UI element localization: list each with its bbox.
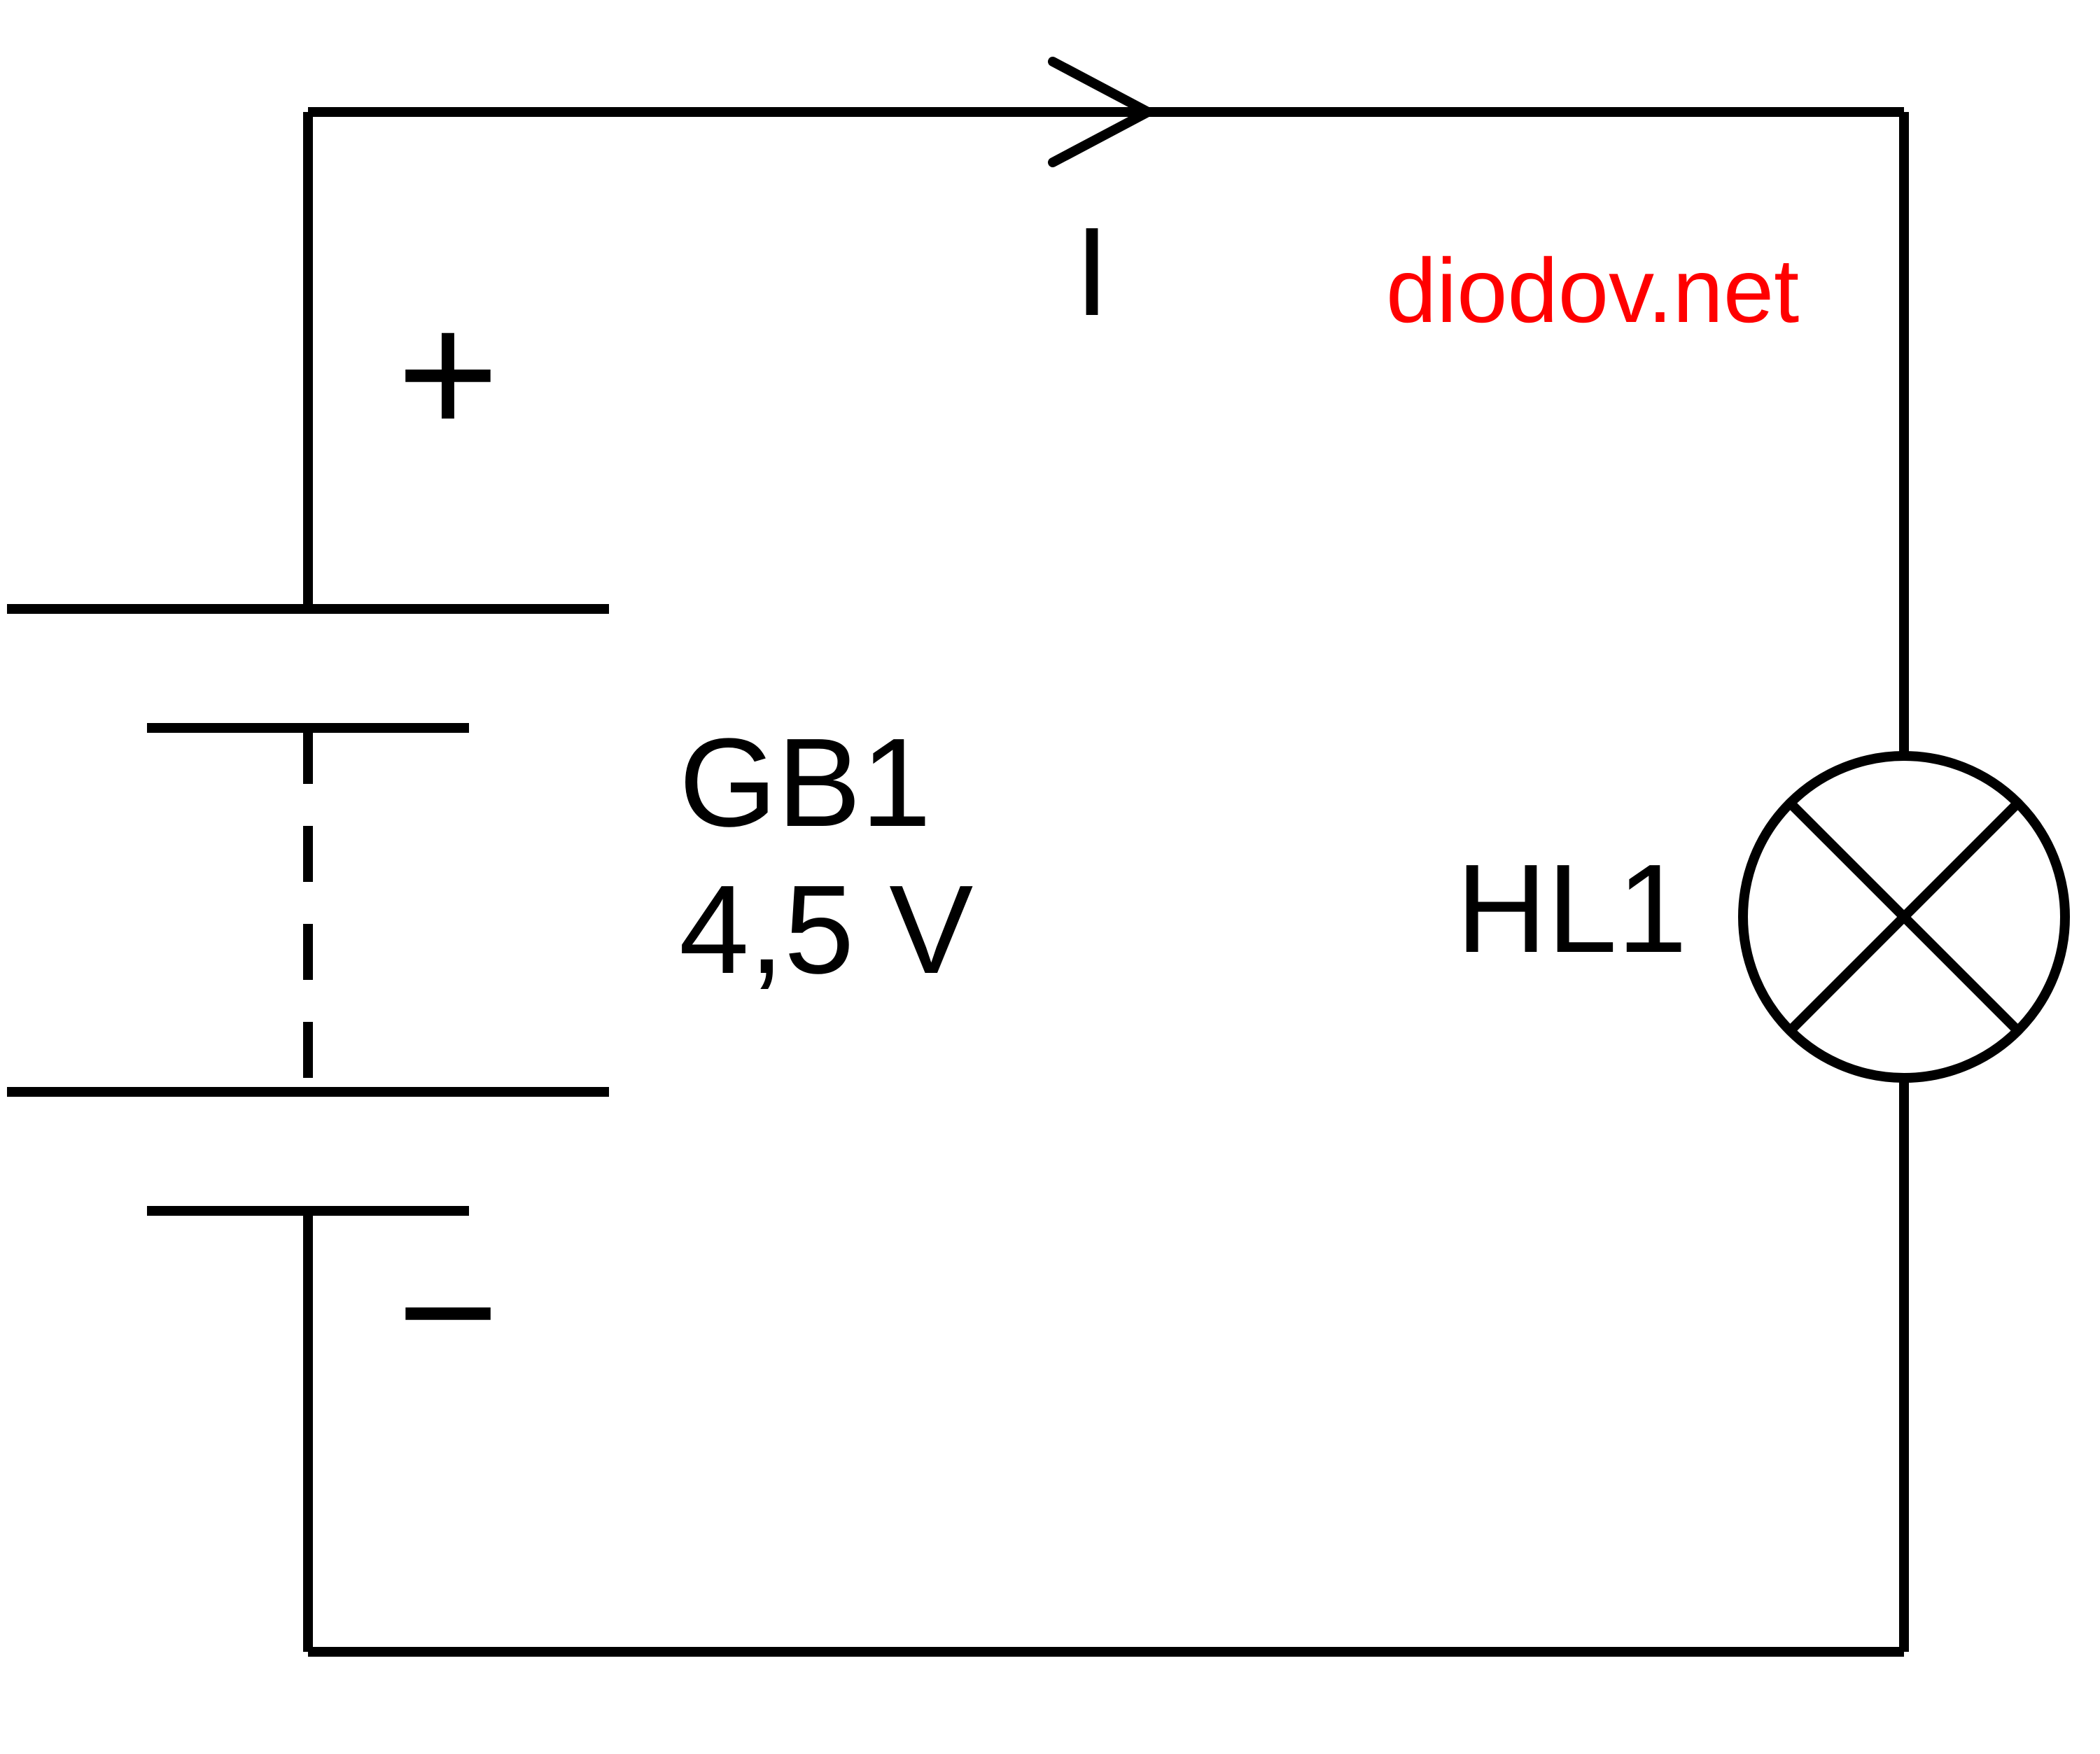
watermark-text: diodov.net (1386, 239, 1799, 342)
lamp-designator: HL1 (1456, 839, 1687, 979)
battery-designator: GB1 (679, 713, 931, 853)
battery-value: 4,5 V (679, 860, 973, 1000)
battery-minus-symbol: − (397, 1214, 499, 1409)
battery-plus-symbol: + (397, 276, 499, 471)
current-symbol: I (1074, 202, 1110, 342)
